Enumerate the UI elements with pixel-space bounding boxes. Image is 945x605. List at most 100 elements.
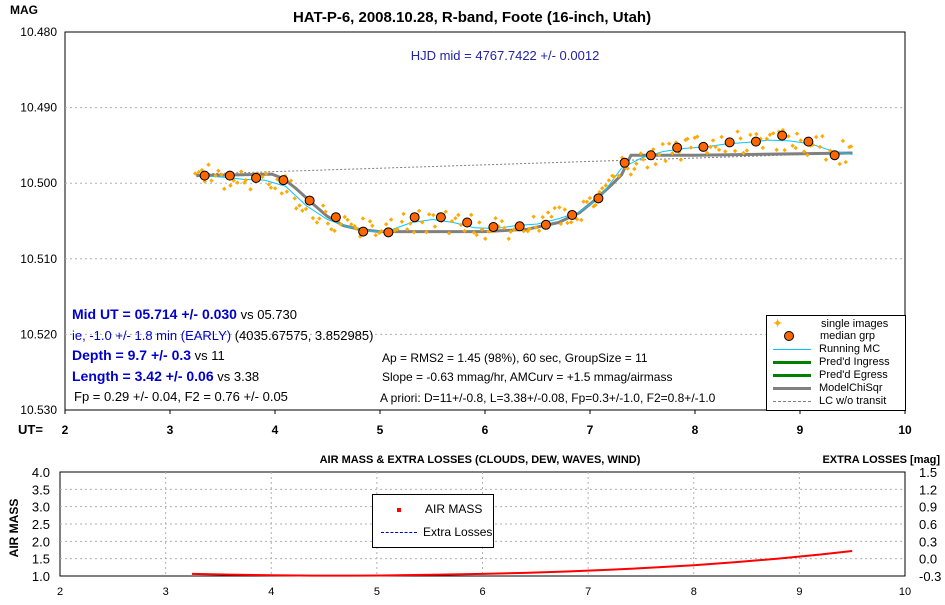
single-image-point (771, 131, 776, 136)
egress-line-icon (773, 373, 811, 377)
bottom-y-tick-labels: 1.0 1.5 2.0 2.5 3.0 3.5 4.0 (32, 465, 50, 584)
single-image-point (774, 147, 779, 152)
air-mass-line (192, 550, 853, 577)
single-image-point (552, 205, 557, 211)
single-image-point (388, 217, 394, 222)
top-x-tick-label: 3 (167, 423, 174, 437)
single-image-point (260, 174, 265, 180)
median-grp-point (251, 172, 262, 183)
single-image-point (193, 171, 198, 176)
top-x-tick-label: 5 (377, 423, 384, 437)
single-image-point (545, 210, 551, 215)
single-image-point (732, 148, 738, 154)
single-image-point (754, 131, 759, 137)
bottom-y-axis-label: AIR MASS (7, 499, 21, 558)
running-mc-line-icon (773, 348, 811, 350)
median-grp-point (593, 193, 604, 204)
legend-air-mass: AIR MASS (381, 502, 482, 516)
bottom-x-tick-label: 10 (899, 586, 911, 598)
top-y-tick-label: 10.520 (20, 327, 57, 341)
single-image-point (353, 226, 359, 231)
single-image-point (479, 227, 485, 232)
single-image-point (209, 178, 214, 183)
single-image-point (508, 229, 513, 234)
single-image-point (395, 227, 400, 232)
single-image-point (525, 229, 530, 234)
single-image-point (820, 133, 825, 139)
single-image-point (243, 177, 249, 183)
single-image-point (453, 216, 458, 221)
bottom-y2-tick-label: 0.9 (919, 500, 937, 515)
single-image-point (263, 171, 269, 176)
single-image-point (300, 208, 305, 213)
single-image-point (574, 217, 580, 222)
single-image-point (549, 214, 554, 219)
legend-egress: Pred'd Egress (773, 369, 888, 381)
single-image-point (632, 166, 637, 172)
single-image-point (813, 134, 819, 140)
legend-median-grp: median grp (773, 330, 875, 342)
top-y-tick-label: 10.480 (20, 25, 57, 39)
single-image-point (360, 216, 366, 221)
top-y-axis-label: MAG (10, 3, 38, 17)
ie-coords: (4035.67575, 3.852985) (231, 328, 374, 343)
single-image-point (793, 145, 798, 151)
single-image-point (801, 149, 807, 154)
single-image-point (432, 224, 438, 229)
single-image-point (303, 206, 309, 212)
single-image-point (268, 185, 274, 190)
bottom-y2-axis-label: EXTRA LOSSES [mag] (822, 454, 940, 466)
single-image-point (367, 219, 373, 224)
top-y-tick-label: 10.500 (20, 176, 57, 190)
single-image-point (273, 186, 278, 191)
bottom-y-tick-label: 1.0 (32, 569, 50, 584)
single-image-point (292, 196, 297, 201)
top-y-tick-labels: 10.480 10.490 10.500 10.510 10.520 10.530 (20, 25, 57, 417)
single-image-point (483, 236, 488, 241)
single-image-point (420, 220, 425, 225)
single-image-point (584, 199, 590, 205)
single-image-point (840, 138, 846, 144)
median-grp-point (278, 175, 289, 186)
top-x-axis-label: UT= (18, 422, 43, 437)
single-image-point (611, 174, 617, 179)
median-grp-point (330, 212, 341, 223)
single-image-point (275, 177, 280, 182)
bottom-x-tick-label: 2 (57, 586, 63, 598)
single-image-point (565, 220, 570, 226)
median-grp-point (829, 150, 840, 161)
median-grp-point (672, 142, 683, 153)
single-image-point (657, 152, 662, 157)
mid-ut-line: Mid UT = 05.714 +/- 0.030 vs 05.730 (72, 306, 297, 322)
single-image-point (206, 162, 211, 167)
single-images-marker-icon: ✦ (773, 318, 783, 330)
single-image-point (569, 220, 574, 225)
depth-line: Depth = 9.7 +/- 0.3 vs 11 (72, 347, 225, 363)
bottom-x-tick-label: 8 (691, 586, 697, 598)
length-value: Length = 3.42 +/- 0.06 (72, 368, 214, 384)
median-grp-point (462, 217, 473, 228)
single-image-point (408, 221, 413, 226)
bottom-chart-title: AIR MASS & EXTRA LOSSES (CLOUDS, DEW, WA… (320, 454, 641, 466)
single-image-point (688, 145, 694, 150)
single-image-point (310, 215, 316, 221)
median-grp-point (409, 212, 420, 223)
median-grp-point (224, 170, 235, 181)
mid-ut-value: Mid UT = 05.714 +/- 0.030 (72, 306, 237, 322)
legend-ingress: Pred'd Ingress (773, 356, 890, 368)
single-image-point (486, 229, 491, 234)
single-image-point (713, 144, 718, 150)
single-image-point (531, 214, 536, 219)
single-image-point (288, 178, 294, 183)
top-y-tick-label: 10.510 (20, 252, 57, 266)
single-image-point (710, 138, 716, 143)
top-chart-title: HAT-P-6, 2008.10.28, R-band, Foote (16-i… (293, 9, 651, 26)
single-image-point (673, 140, 679, 145)
single-image-point (426, 212, 432, 217)
top-x-tick-label: 6 (482, 423, 489, 437)
top-x-tick-label: 2 (62, 423, 69, 437)
legend-single-images-label: single images (821, 318, 889, 330)
median-grp-point (645, 150, 656, 161)
single-image-point (616, 173, 621, 179)
length-line: Length = 3.42 +/- 0.06 vs 3.38 (72, 368, 259, 384)
